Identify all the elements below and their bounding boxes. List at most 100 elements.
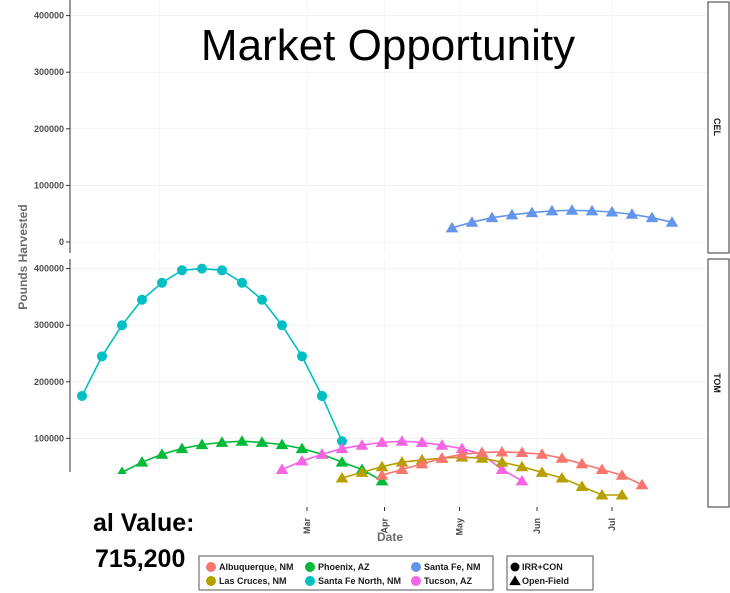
data-point	[625, 208, 639, 219]
data-point	[375, 436, 389, 447]
data-point	[295, 442, 309, 454]
data-point	[235, 435, 249, 446]
legend-label: IRR+CON	[522, 562, 563, 572]
legend-key-circle	[510, 562, 520, 572]
series-line	[321, 395, 343, 442]
x-axis-title: Date	[377, 530, 403, 544]
data-point	[495, 445, 509, 457]
data-point	[545, 204, 559, 216]
color-legend: Albuquerque, NM Phoenix, AZ Santa Fe, NM La…	[206, 562, 481, 586]
data-point	[475, 452, 489, 463]
y-ticks: 0 100000 200000 300000 400000 100000 200000 300…	[34, 11, 70, 443]
data-point	[495, 463, 509, 475]
y-tick-label: 300000	[34, 320, 64, 330]
shape-legend-box	[506, 555, 594, 591]
strip-cel	[707, 1, 730, 254]
data-point	[435, 439, 449, 450]
data-point	[335, 442, 349, 454]
data-point	[135, 456, 149, 467]
data-point	[275, 463, 289, 475]
y-tick-label: 0	[59, 237, 64, 247]
data-point	[157, 277, 167, 288]
data-point	[465, 216, 479, 227]
data-point	[337, 436, 347, 447]
y-tick-label: 200000	[34, 377, 64, 387]
data-point	[495, 456, 509, 467]
data-point	[645, 211, 659, 223]
data-point	[575, 457, 589, 469]
legend-key	[206, 562, 216, 572]
y-tick-label: 200000	[34, 124, 64, 134]
data-point	[335, 472, 349, 483]
data-point	[475, 446, 489, 458]
x-tick-label: Apr	[380, 518, 390, 534]
data-point	[317, 390, 327, 401]
legend-key-triangle	[509, 575, 521, 586]
data-point	[505, 208, 519, 220]
data-point	[295, 455, 309, 466]
data-point	[535, 448, 549, 459]
data-point	[515, 460, 529, 472]
data-point	[615, 489, 629, 500]
data-point	[77, 390, 87, 401]
x-tick-label: May	[455, 518, 465, 536]
legend-key	[411, 562, 421, 572]
data-point	[117, 320, 127, 331]
y-tick-label: 100000	[34, 433, 64, 443]
series-line	[381, 451, 643, 486]
data-point	[595, 463, 609, 475]
data-point	[375, 460, 389, 472]
data-point	[275, 438, 289, 450]
data-point	[535, 466, 549, 477]
data-point	[555, 452, 569, 463]
legend-label: Tucson, AZ	[424, 576, 472, 586]
data-point	[635, 478, 649, 490]
series-las-cruces-nm	[335, 451, 629, 500]
data-point	[315, 448, 329, 459]
data-point	[595, 489, 609, 500]
legend-label: Santa Fe, NM	[424, 562, 481, 572]
value-cover	[0, 474, 190, 593]
legend-key	[411, 576, 421, 586]
data-point	[585, 204, 599, 216]
series-line	[121, 440, 383, 482]
data-point	[435, 452, 449, 463]
data-point	[445, 221, 459, 233]
y-axis-title: Pounds Harvested	[16, 204, 30, 309]
data-point	[485, 211, 499, 223]
legend-label: Albuquerque, NM	[219, 562, 294, 572]
data-point	[565, 204, 579, 215]
x-tick-label: Jun	[532, 518, 542, 534]
data-point	[525, 206, 539, 218]
data-point	[335, 456, 349, 467]
data-point	[665, 216, 679, 227]
data-point	[355, 439, 369, 450]
slide-title: Market Opportunity	[201, 21, 575, 70]
series	[77, 204, 679, 500]
data-point	[515, 446, 529, 458]
shape-legend: IRR+CON Open-Field	[509, 562, 569, 586]
strip-label-cel: CEL	[712, 118, 722, 137]
data-point	[395, 456, 409, 467]
data-point	[575, 480, 589, 492]
data-point	[175, 442, 189, 454]
legend-key	[305, 576, 315, 586]
y-tick-label: 300000	[34, 67, 64, 77]
y-tick-label: 400000	[34, 11, 64, 21]
x-tick-label: Jul	[607, 518, 617, 531]
data-point	[257, 294, 267, 305]
data-point	[215, 436, 229, 447]
data-point	[217, 265, 227, 276]
data-point	[375, 469, 389, 480]
total-value-number: 715,200	[95, 545, 185, 573]
data-point	[455, 442, 469, 454]
strip-label-tom: TOM	[712, 373, 722, 393]
data-point	[137, 294, 147, 305]
data-point	[155, 448, 169, 459]
series-tucson-az	[275, 435, 529, 486]
data-point	[355, 466, 369, 477]
data-point	[97, 351, 107, 362]
series-albuquerque-nm	[375, 445, 649, 490]
data-point	[177, 265, 187, 276]
data-point	[395, 463, 409, 475]
